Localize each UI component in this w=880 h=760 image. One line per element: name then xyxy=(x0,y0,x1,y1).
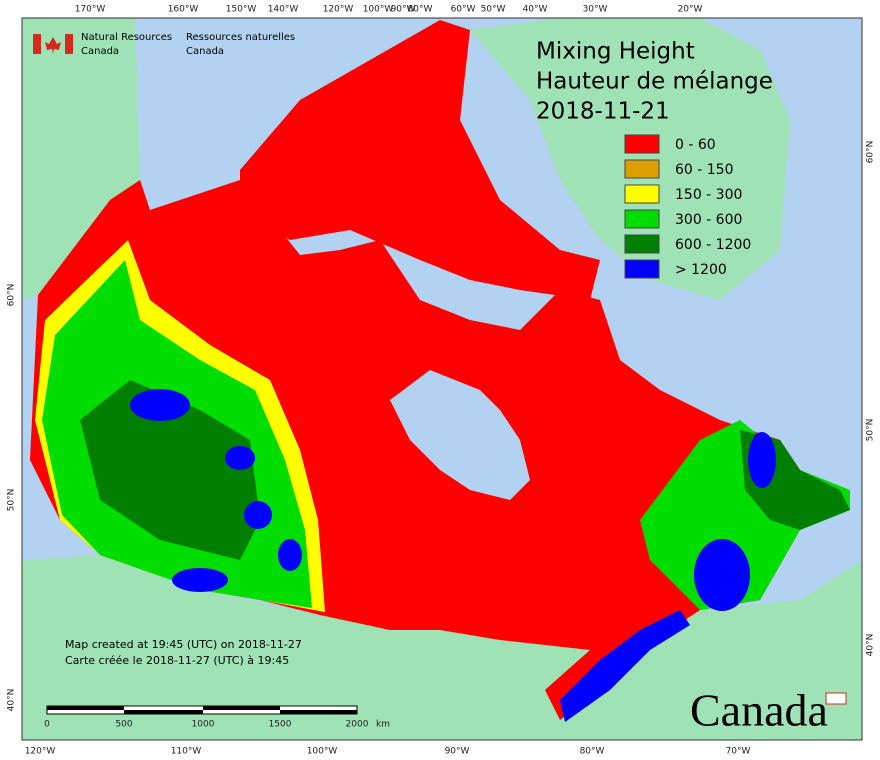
graticule-label: 90°W xyxy=(445,747,470,757)
legend-swatch xyxy=(624,159,660,179)
graticule-label: 60°N xyxy=(7,284,17,307)
frame xyxy=(21,17,863,741)
graticule-label: 170°W xyxy=(75,5,106,15)
wordmark-flag xyxy=(825,692,847,705)
graticule-label: 40°N xyxy=(866,634,876,657)
flag xyxy=(65,34,73,54)
graticule-label: 80°W xyxy=(408,5,433,15)
graticule-label: 90°W xyxy=(391,5,416,15)
blob xyxy=(172,568,228,592)
blob xyxy=(244,501,272,529)
scale-label: 0 xyxy=(44,720,50,730)
legend-swatch xyxy=(624,209,660,229)
org-text: Ressources naturelles xyxy=(186,32,295,43)
graticule-label: 50°N xyxy=(866,419,876,442)
graticule-label: 150°W xyxy=(226,5,257,15)
graticule-label: 50°N xyxy=(7,489,17,512)
hudson-bay xyxy=(390,370,530,500)
blob xyxy=(225,446,255,470)
graticule-label: 140°W xyxy=(268,5,299,15)
legend-label: > 1200 xyxy=(675,262,727,278)
org-text: Canada xyxy=(186,46,224,57)
graticule-label: 160°W xyxy=(168,5,199,15)
graticule-label: 100°W xyxy=(307,747,338,757)
scale-label: 1000 xyxy=(192,720,215,730)
graticule-label: 100°W xyxy=(363,5,394,15)
scale-label: 500 xyxy=(115,720,132,730)
legend-label: 60 - 150 xyxy=(675,162,734,178)
legend-swatch xyxy=(624,184,660,204)
graticule-label: 20°W xyxy=(678,5,703,15)
graticule-label: 60°N xyxy=(866,141,876,164)
title: 2018-11-21 xyxy=(536,99,670,125)
scale-label: 1500 xyxy=(269,720,292,730)
flag-leaf xyxy=(45,37,61,54)
legend-label: 300 - 600 xyxy=(675,212,742,228)
blob xyxy=(278,539,302,571)
note: Map created at 19:45 (UTC) on 2018-11-27 xyxy=(65,638,302,651)
note: Carte créée le 2018-11-27 (UTC) à 19:45 xyxy=(65,654,289,667)
greenland xyxy=(470,18,790,300)
title: Mixing Height xyxy=(536,39,695,65)
east-green xyxy=(640,420,850,610)
arctic-islands xyxy=(240,20,600,300)
org-text: Natural Resources xyxy=(81,32,172,43)
legend-label: 600 - 1200 xyxy=(675,237,751,253)
wordmark: Canada xyxy=(690,685,828,736)
usa xyxy=(22,555,862,740)
blob xyxy=(748,432,776,488)
scale-bar xyxy=(46,705,358,715)
alaska xyxy=(22,18,140,300)
title: Hauteur de mélange xyxy=(536,69,773,95)
scale-label: 2000 xyxy=(346,720,369,730)
graticule-label: 40°W xyxy=(523,5,548,15)
blob xyxy=(130,389,190,421)
legend-label: 0 - 60 xyxy=(675,137,716,153)
legend-swatch xyxy=(624,234,660,254)
graticule-label: 80°W xyxy=(580,747,605,757)
graticule-label: 30°W xyxy=(583,5,608,15)
graticule-label: 50°W xyxy=(481,5,506,15)
flag xyxy=(33,34,41,54)
west-dark xyxy=(80,380,260,560)
legend-label: 150 - 300 xyxy=(675,187,742,203)
legend-swatch xyxy=(624,259,660,279)
east-blue xyxy=(560,610,690,722)
graticule-label: 110°W xyxy=(171,747,202,757)
legend-swatch xyxy=(624,134,660,154)
graticule-label: 120°W xyxy=(25,747,56,757)
graticule-label: 40°N xyxy=(7,689,17,712)
graticule-label: 120°W xyxy=(323,5,354,15)
graticule-label: 70°W xyxy=(726,747,751,757)
org-text: Canada xyxy=(81,46,119,57)
graticule-label: 60°W xyxy=(451,5,476,15)
blob xyxy=(694,539,750,611)
scale-unit: km xyxy=(376,720,390,730)
